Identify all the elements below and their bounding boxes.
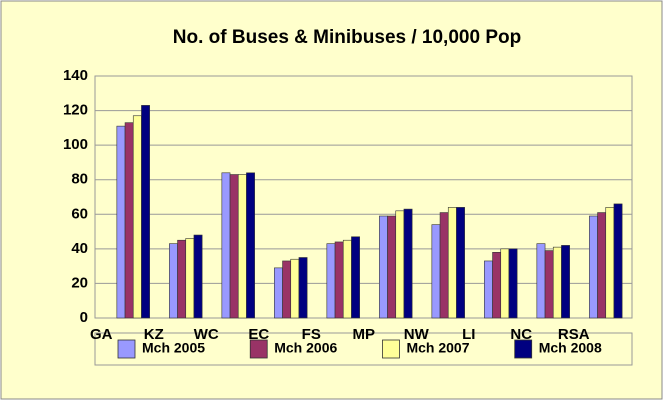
- bar: [395, 210, 405, 319]
- legend-swatch: [514, 339, 533, 359]
- bar: [141, 105, 150, 319]
- bar: [589, 215, 598, 319]
- bar: [492, 252, 502, 319]
- bar: [290, 258, 300, 319]
- bar: [456, 207, 465, 319]
- bar: [439, 212, 449, 319]
- legend-label: Mch 2008: [539, 340, 602, 356]
- y-tick-label: 60: [71, 205, 88, 222]
- x-tick-label: NC: [510, 326, 532, 343]
- bar: [246, 172, 255, 319]
- bar: [116, 125, 126, 319]
- legend-swatch: [382, 339, 400, 359]
- bar: [237, 174, 247, 319]
- bar: [221, 172, 231, 319]
- legend-label: Mch 2007: [406, 340, 469, 356]
- bar: [334, 241, 344, 319]
- bar: [342, 239, 352, 319]
- legend-label: Mch 2006: [274, 340, 337, 356]
- legend-swatch: [249, 339, 268, 359]
- bar: [326, 243, 336, 319]
- bar: [124, 122, 134, 319]
- x-tick-label: RSA: [558, 326, 590, 343]
- bar: [387, 215, 397, 319]
- legend: [94, 332, 633, 366]
- bar: [177, 239, 187, 319]
- bar: [169, 243, 178, 319]
- chart-title: No. of Buses & Minibuses / 10,000 Pop: [173, 27, 521, 48]
- bar: [508, 248, 518, 319]
- bar: [536, 243, 546, 319]
- y-tick-label: 20: [71, 274, 88, 291]
- bar: [282, 260, 292, 319]
- bar: [605, 207, 615, 319]
- bar: [500, 248, 510, 319]
- x-tick-label: MP: [353, 326, 376, 343]
- y-tick-label: 40: [71, 240, 88, 257]
- bar: [185, 238, 195, 319]
- y-tick-label: 0: [80, 309, 88, 326]
- bar: [447, 207, 457, 319]
- bar: [552, 246, 562, 319]
- bar: [431, 224, 441, 319]
- y-tick-label: 140: [63, 67, 88, 84]
- x-tick-label: GA: [90, 326, 113, 343]
- x-tick-label: LI: [462, 326, 475, 343]
- bar: [484, 260, 493, 319]
- x-tick-label: NW: [404, 326, 430, 343]
- bar: [544, 250, 554, 319]
- bar: [597, 212, 607, 319]
- bar: [229, 174, 239, 319]
- bar: [351, 236, 360, 319]
- y-tick-label: 100: [63, 136, 88, 153]
- x-tick-label: FS: [302, 326, 321, 343]
- legend-swatch: [117, 339, 136, 359]
- bar: [403, 208, 413, 319]
- bar: [379, 215, 388, 319]
- x-tick-label: EC: [248, 326, 269, 343]
- x-tick-label: KZ: [144, 326, 164, 343]
- y-tick-label: 120: [63, 102, 88, 119]
- bar: [193, 234, 203, 319]
- x-tick-label: WC: [194, 326, 219, 343]
- bar: [274, 267, 283, 319]
- y-tick-label: 80: [71, 171, 88, 188]
- legend-label: Mch 2005: [142, 340, 205, 356]
- bar: [132, 115, 142, 319]
- bar: [613, 203, 623, 319]
- bar: [298, 257, 308, 319]
- bar: [561, 245, 570, 319]
